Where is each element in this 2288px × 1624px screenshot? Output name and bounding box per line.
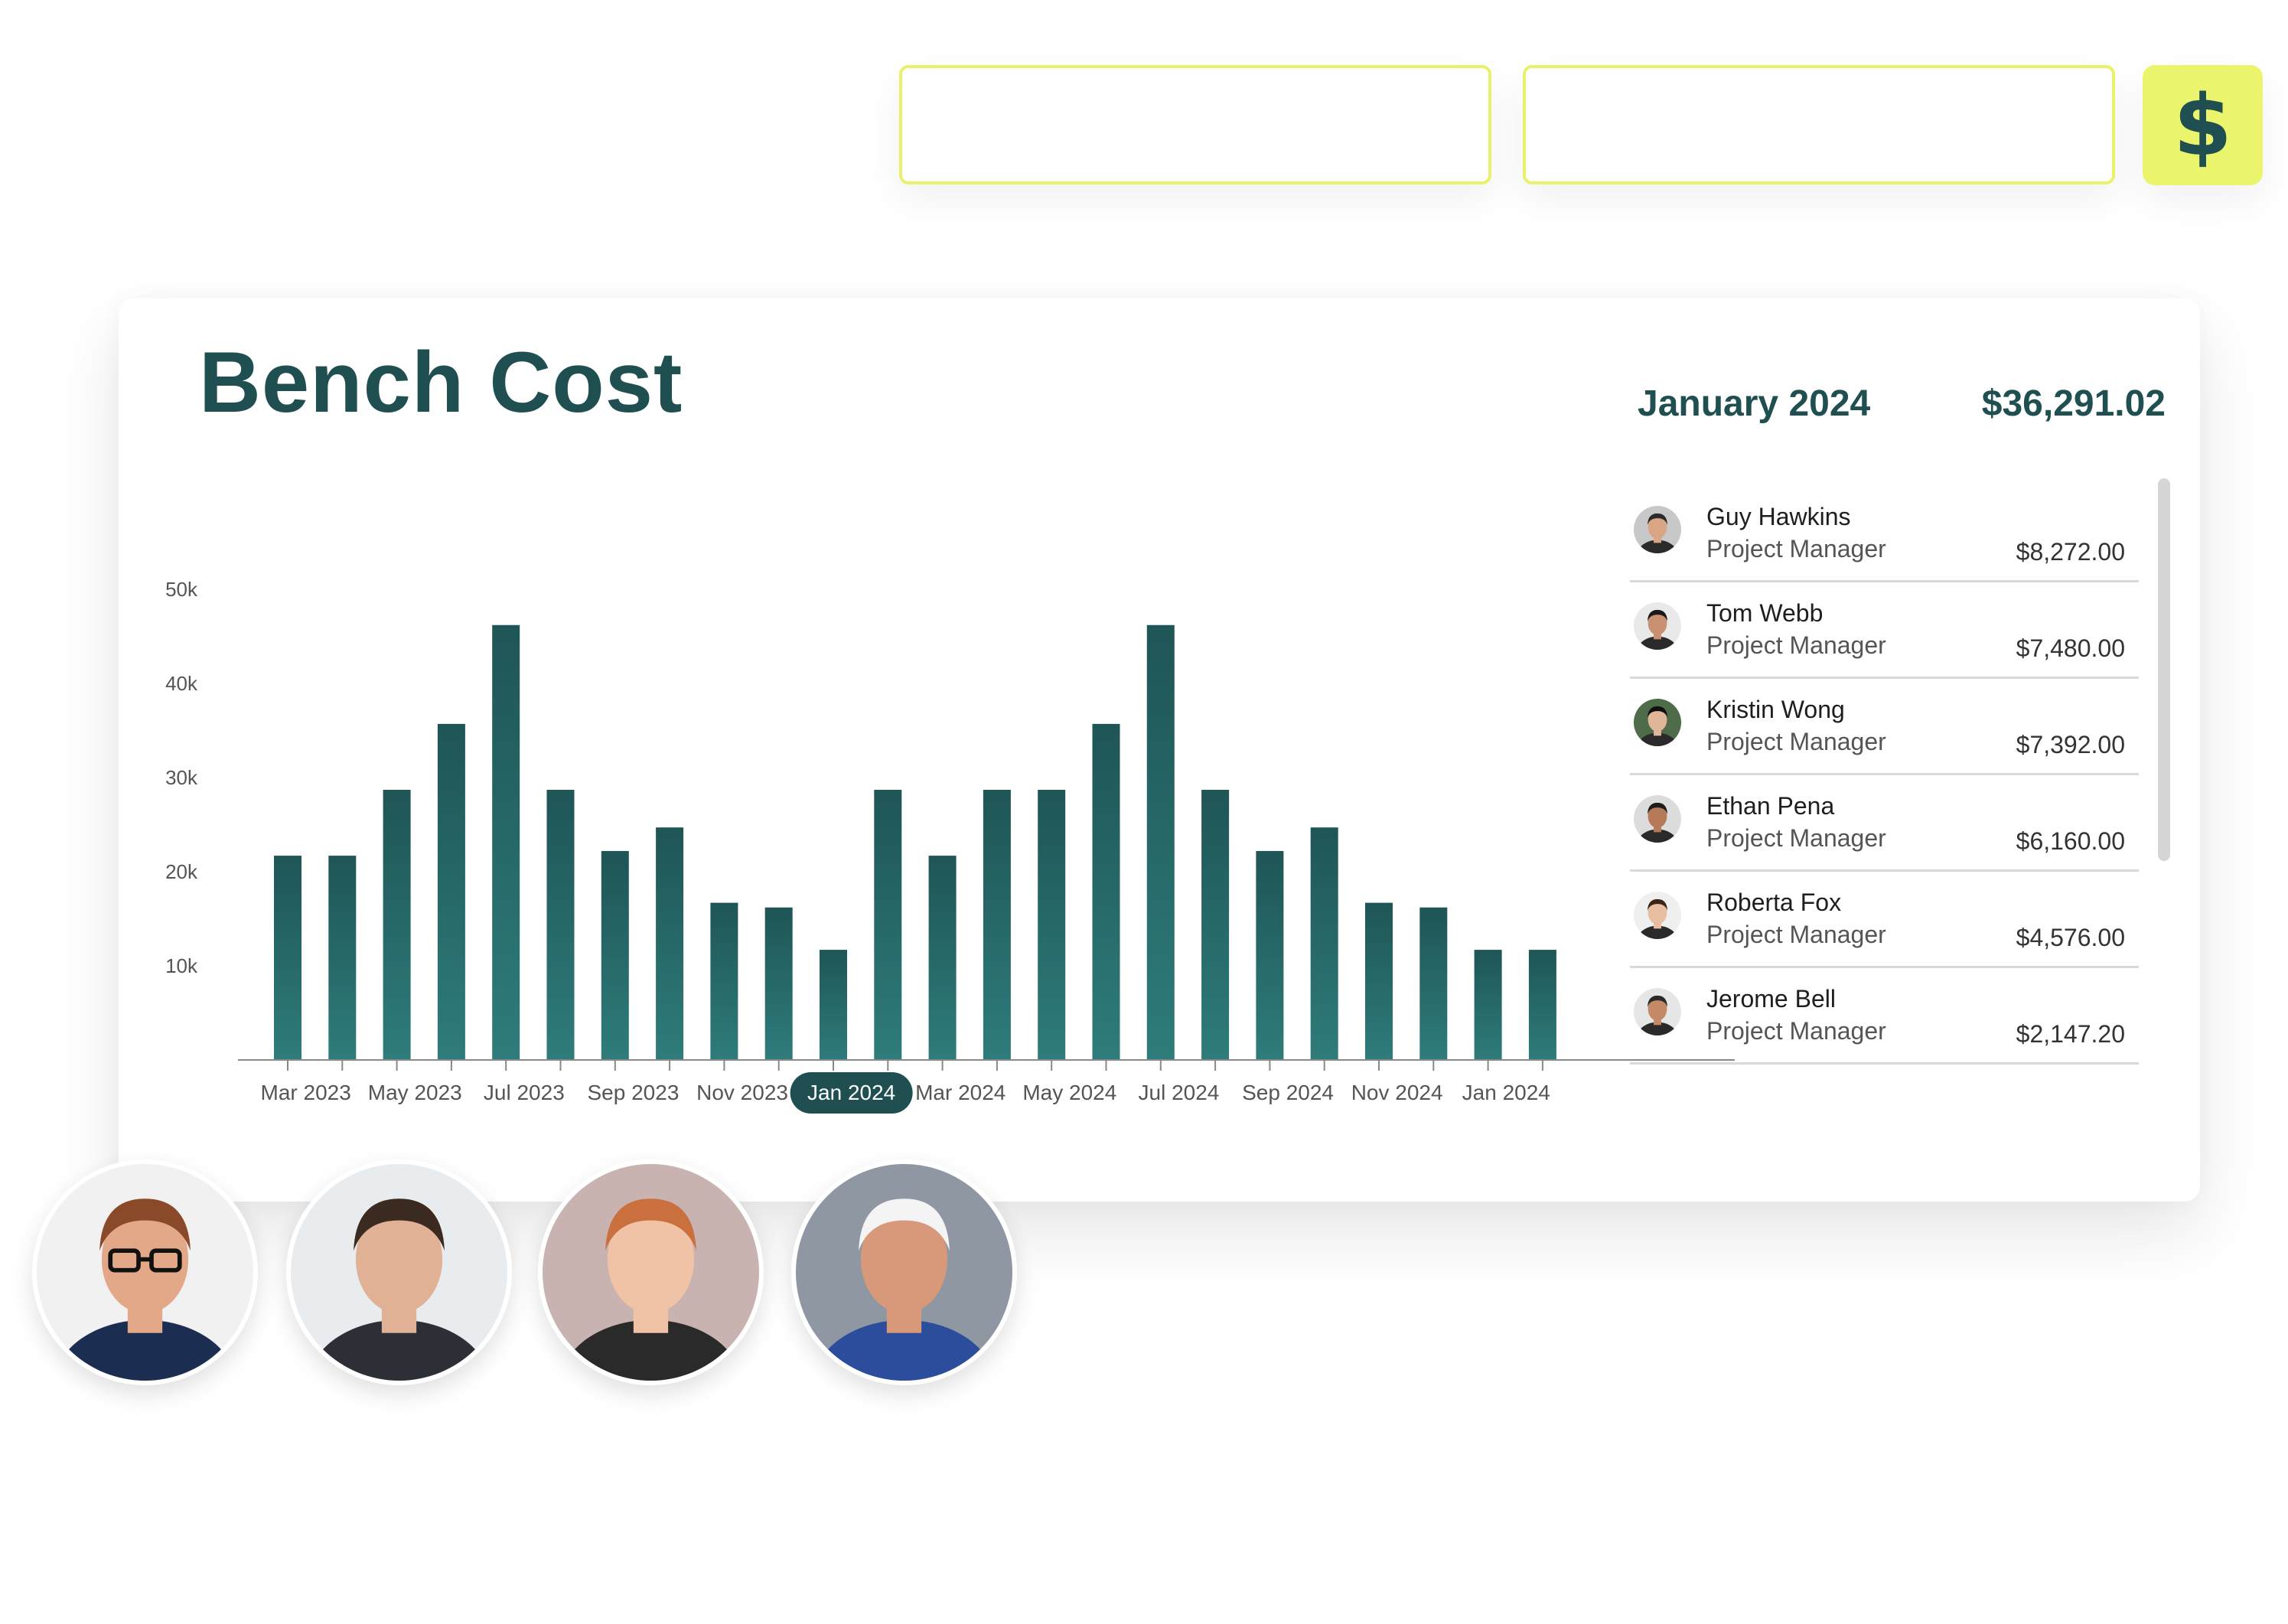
featured-avatar[interactable]	[538, 1159, 764, 1385]
employee-list-scrollbar[interactable]	[2158, 478, 2170, 861]
chart-bar[interactable]	[546, 789, 575, 1060]
x-tick-label[interactable]: Jan 2024	[1462, 1081, 1550, 1104]
employee-row[interactable]: Ethan Pena Project Manager $6,160.00	[1630, 775, 2139, 872]
chart-bar[interactable]	[274, 856, 301, 1060]
x-tick-label[interactable]: May 2024	[1022, 1081, 1116, 1104]
chart-bar[interactable]	[874, 789, 902, 1060]
employee-role: Project Manager	[1706, 728, 1886, 755]
employee-row[interactable]: Guy Hawkins Project Manager $8,272.00	[1630, 486, 2139, 582]
x-tick-label[interactable]: Nov 2024	[1351, 1081, 1443, 1104]
y-tick-label: 30k	[165, 766, 198, 789]
employee-cost: $4,576.00	[2016, 924, 2125, 951]
chart-bar[interactable]	[928, 856, 957, 1060]
summary-total: $36,291.02	[1981, 383, 2166, 424]
employee-avatar	[1634, 602, 1681, 650]
employee-avatar	[1634, 699, 1681, 746]
employee-cost: $6,160.00	[2016, 827, 2125, 855]
employee-avatar	[1634, 795, 1681, 843]
chart-bar[interactable]	[1365, 902, 1393, 1060]
employee-cost: $7,480.00	[2016, 634, 2125, 662]
filter-input-end[interactable]	[1523, 65, 2115, 184]
y-axis: 10k 20k 30k 40k 50k	[165, 578, 198, 977]
x-tick-label[interactable]: Jan 2024	[807, 1081, 895, 1104]
x-tick-label[interactable]: Jul 2023	[484, 1081, 565, 1104]
chart-bar[interactable]	[1201, 789, 1230, 1060]
employee-name: Kristin Wong	[1706, 696, 1845, 723]
chart-bar[interactable]	[1146, 624, 1175, 1060]
employee-name: Guy Hawkins	[1706, 503, 1851, 530]
y-tick-label: 50k	[165, 578, 198, 601]
card-title: Bench Cost	[199, 334, 683, 430]
y-tick-label: 10k	[165, 954, 198, 977]
employee-cost: $7,392.00	[2016, 731, 2125, 758]
employee-avatar	[1634, 506, 1681, 553]
employee-row[interactable]: Kristin Wong Project Manager $7,392.00	[1630, 679, 2139, 775]
employee-row[interactable]: Jerome Bell Project Manager $2,147.20	[1630, 968, 2139, 1065]
chart-bar[interactable]	[710, 902, 738, 1060]
employee-role: Project Manager	[1706, 1017, 1886, 1045]
employee-name: Tom Webb	[1706, 599, 1824, 627]
chart-bar[interactable]	[328, 856, 357, 1060]
featured-avatar[interactable]	[791, 1159, 1017, 1385]
employee-role: Project Manager	[1706, 921, 1886, 948]
featured-avatar[interactable]	[32, 1159, 258, 1385]
chart-bar[interactable]	[1310, 827, 1338, 1060]
chart-bar[interactable]	[1474, 950, 1502, 1060]
chart-bar[interactable]	[820, 950, 847, 1060]
x-tick-label[interactable]: May 2023	[368, 1081, 462, 1104]
chart-bar[interactable]	[1256, 850, 1284, 1060]
chart-bars	[274, 624, 1556, 1060]
employee-name: Ethan Pena	[1706, 792, 1835, 820]
chart-bar[interactable]	[1528, 950, 1556, 1060]
chart-bar[interactable]	[656, 827, 684, 1060]
employee-role: Project Manager	[1706, 535, 1886, 563]
x-tick-label[interactable]: Nov 2023	[696, 1081, 788, 1104]
featured-avatar[interactable]	[286, 1159, 512, 1385]
chart-bar[interactable]	[764, 907, 793, 1060]
summary-month: January 2024	[1638, 383, 1871, 424]
chart-bar[interactable]	[601, 850, 629, 1060]
x-tick-label[interactable]: Mar 2023	[261, 1081, 351, 1104]
selected-month-pill[interactable]	[790, 1072, 913, 1114]
x-tick-label[interactable]: Jul 2024	[1139, 1081, 1220, 1104]
chart-bar[interactable]	[492, 624, 520, 1060]
chart-bar[interactable]	[383, 789, 411, 1060]
employee-name: Roberta Fox	[1706, 889, 1842, 916]
chart-bar[interactable]	[1419, 907, 1448, 1060]
employee-cost: $8,272.00	[2016, 538, 2125, 566]
employee-cost: $2,147.20	[2016, 1020, 2125, 1048]
employee-avatar	[1634, 988, 1681, 1035]
x-axis: Mar 2023 May 2023 Jul 2023 Sep 2023 Nov 2023…	[238, 1059, 1735, 1114]
employee-role: Project Manager	[1706, 824, 1886, 852]
y-tick-label: 20k	[165, 860, 198, 883]
filter-input-start[interactable]	[899, 65, 1491, 184]
currency-button[interactable]: $	[2143, 65, 2263, 185]
bench-cost-chart: 10k 20k 30k 40k 50k Mar 2023 May 2023 Jul 2023…	[165, 578, 1735, 1114]
dollar-icon: $	[2173, 76, 2232, 174]
y-tick-label: 40k	[165, 672, 198, 695]
employee-list: Guy Hawkins Project Manager $8,272.00 Tom W…	[1630, 486, 2139, 1065]
employee-row[interactable]: Tom Webb Project Manager $7,480.00	[1630, 582, 2139, 679]
employee-avatar	[1634, 892, 1681, 939]
employee-name: Jerome Bell	[1706, 985, 1836, 1013]
employee-role: Project Manager	[1706, 631, 1886, 659]
chart-bar[interactable]	[437, 723, 465, 1060]
chart-bar[interactable]	[1038, 789, 1066, 1060]
chart-bar[interactable]	[1092, 723, 1120, 1060]
x-tick-label[interactable]: Sep 2024	[1242, 1081, 1334, 1104]
chart-bar[interactable]	[983, 789, 1011, 1060]
x-tick-label[interactable]: Sep 2023	[588, 1081, 680, 1104]
x-tick-label[interactable]: Mar 2024	[915, 1081, 1005, 1104]
employee-row[interactable]: Roberta Fox Project Manager $4,576.00	[1630, 872, 2139, 968]
bench-cost-card: Bench Cost 10k 20k 30k 40k 50k Mar 2023 May 2…	[119, 298, 2200, 1202]
